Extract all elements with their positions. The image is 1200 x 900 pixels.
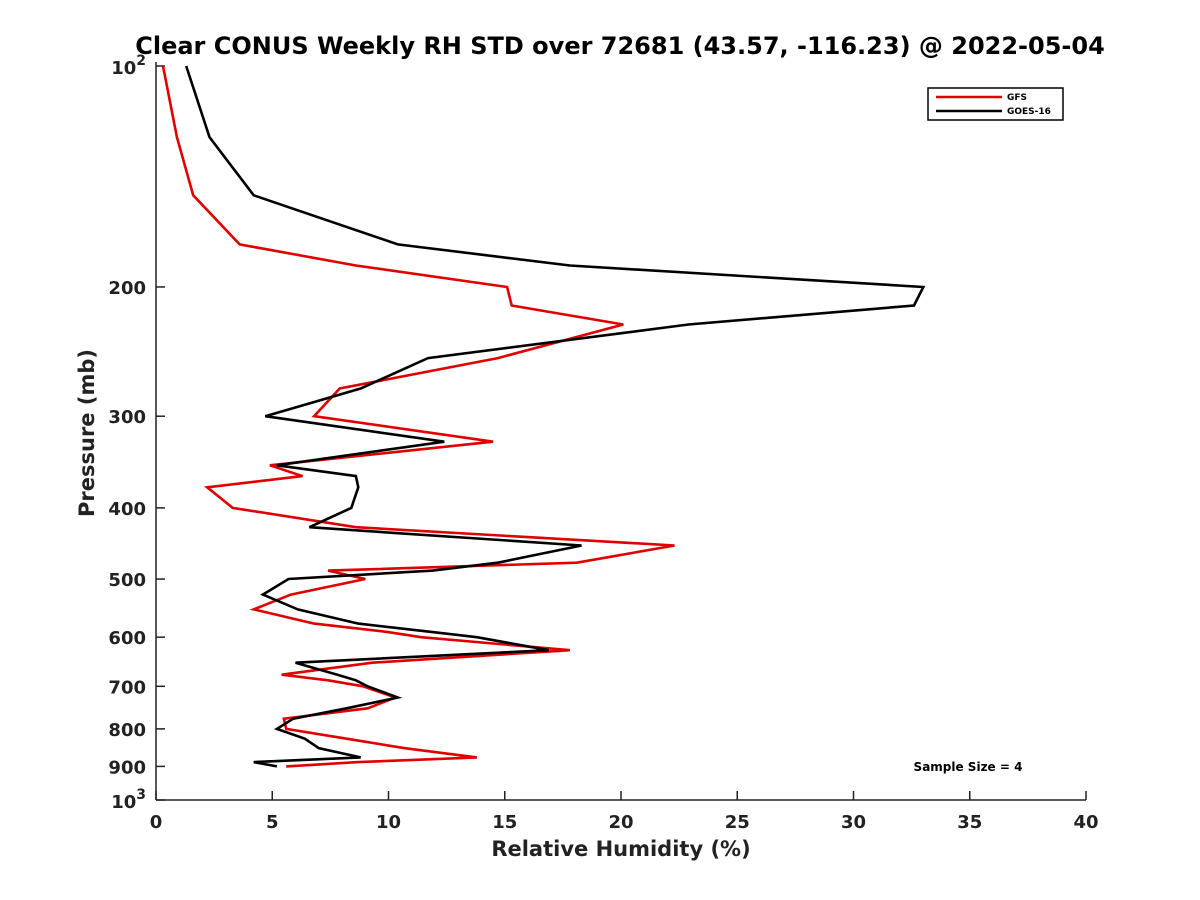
y-tick-label: 300: [108, 407, 146, 428]
x-axis-label: Relative Humidity (%): [491, 837, 750, 861]
x-tick-label: 20: [608, 812, 633, 833]
y-tick-label: 600: [108, 628, 146, 649]
y-tick-exponent: 2: [136, 53, 146, 69]
sample-size-annotation: Sample Size = 4: [914, 760, 1023, 774]
series-line-goes16: [184, 65, 926, 768]
x-tick-label: 15: [492, 812, 517, 833]
x-tick-label: 0: [150, 812, 163, 833]
x-tick-label: 5: [266, 812, 279, 833]
chart-title: Clear CONUS Weekly RH STD over 72681 (43…: [135, 32, 1105, 60]
x-ticks: 0 5 10 15 20 25 30 35 40: [150, 791, 1099, 833]
y-tick-label: 900: [108, 757, 146, 778]
y-tick-label: 800: [108, 720, 146, 741]
x-tick-label: 10: [376, 812, 401, 833]
y-axis-label: Pressure (mb): [75, 349, 99, 517]
x-tick-label: 25: [725, 812, 750, 833]
legend-label-gfs: GFS: [1007, 93, 1027, 103]
legend: GFS GOES-16: [927, 87, 1064, 121]
plot-area: 0 5 10 15 20 25 30 35 40 10220030040050060070080…: [108, 53, 1098, 833]
y-tick-base: 10: [111, 58, 136, 79]
x-tick-label: 40: [1073, 812, 1098, 833]
x-tick-label: 30: [841, 812, 866, 833]
x-tick-label: 35: [957, 812, 982, 833]
y-tick-base: 10: [111, 792, 136, 813]
y-tick-label: 700: [108, 677, 146, 698]
legend-label-goes16: GOES-16: [1007, 107, 1051, 117]
series-lines: [161, 65, 926, 768]
y-tick-label: 500: [108, 570, 146, 591]
legend-box: [927, 87, 1064, 121]
y-tick-label-power: 103: [111, 787, 146, 813]
y-tick-label: 200: [108, 278, 146, 299]
y-tick-label: 400: [108, 499, 146, 520]
y-tick-exponent: 3: [136, 787, 146, 803]
series-line-gfs: [161, 65, 675, 768]
y-tick-label-power: 102: [111, 53, 146, 79]
